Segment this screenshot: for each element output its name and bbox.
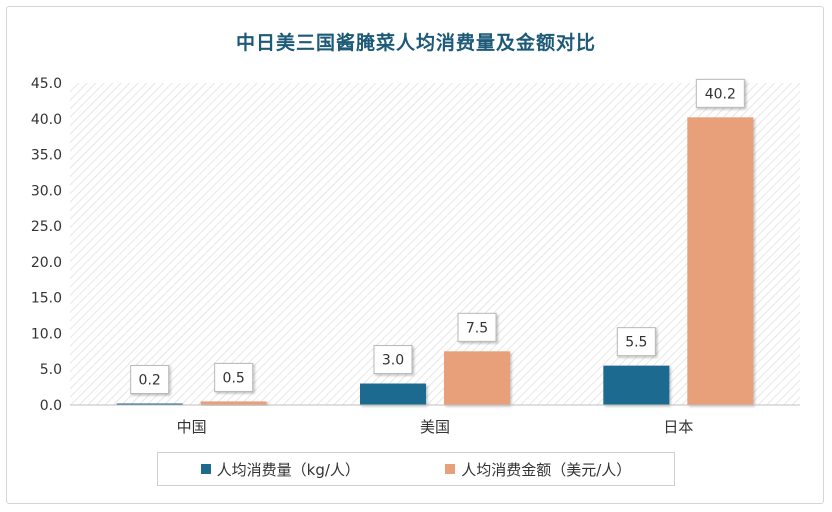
y-tick-label: 20.0 bbox=[31, 255, 62, 271]
data-label: 7.5 bbox=[466, 320, 488, 336]
data-label-box bbox=[695, 78, 745, 108]
legend-label-amount: 人均消费金额（美元/人） bbox=[461, 460, 632, 479]
legend-item-consumption: 人均消费量（kg/人） bbox=[200, 459, 360, 480]
category-label: 日本 bbox=[663, 418, 693, 436]
data-label-box bbox=[616, 327, 656, 357]
y-tick-label: 10.0 bbox=[31, 326, 62, 342]
legend-swatch-consumption bbox=[200, 464, 211, 474]
y-tick-label: 0.0 bbox=[40, 398, 62, 414]
y-tick-label: 45.0 bbox=[31, 76, 62, 92]
category-label: 中国 bbox=[177, 418, 207, 436]
y-tick-label: 25.0 bbox=[31, 219, 62, 235]
plot-area bbox=[70, 83, 800, 405]
data-label: 0.2 bbox=[139, 373, 161, 389]
y-tick-label: 30.0 bbox=[31, 183, 62, 199]
y-tick-label: 35.0 bbox=[31, 148, 62, 164]
y-tick-label: 5.0 bbox=[40, 362, 62, 378]
bar-amount bbox=[687, 117, 754, 405]
chart-title: 中日美三国酱腌菜人均消费量及金额对比 bbox=[235, 32, 596, 54]
data-label: 40.2 bbox=[705, 86, 736, 102]
bar-amount bbox=[444, 351, 510, 405]
data-label: 0.5 bbox=[223, 370, 245, 386]
y-tick-label: 40.0 bbox=[31, 112, 62, 128]
legend-swatch-amount bbox=[445, 464, 456, 474]
data-label-box bbox=[373, 345, 413, 375]
legend: 人均消费量（kg/人） 人均消费金额（美元/人） bbox=[157, 452, 675, 486]
bar-consumption bbox=[603, 365, 670, 405]
bar-consumption bbox=[116, 403, 183, 405]
category-label: 美国 bbox=[420, 418, 450, 436]
data-label-box bbox=[457, 312, 497, 342]
data-label: 3.0 bbox=[382, 353, 404, 369]
bar-consumption bbox=[360, 383, 426, 405]
legend-item-amount: 人均消费金额（美元/人） bbox=[445, 459, 631, 480]
y-tick-label: 15.0 bbox=[31, 291, 62, 307]
bar-amount bbox=[200, 401, 267, 405]
data-label-box bbox=[130, 365, 170, 394]
data-label: 5.5 bbox=[625, 335, 647, 351]
data-label-box bbox=[214, 362, 254, 392]
legend-label-consumption: 人均消费量（kg/人） bbox=[216, 460, 360, 479]
